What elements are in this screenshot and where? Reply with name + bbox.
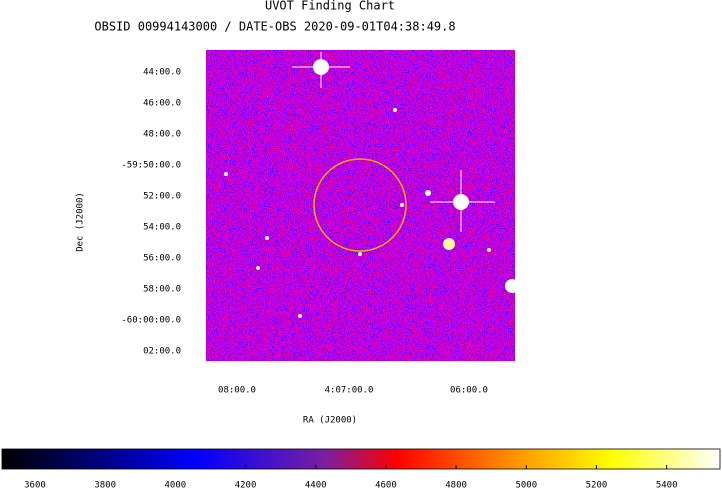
colorbar-tick-label: 5400	[656, 481, 678, 489]
y-tick-label: -60:00:00.0	[121, 316, 181, 326]
y-tick-label: 58:00.0	[143, 285, 181, 295]
colorbar-tick-label: 4800	[445, 481, 467, 489]
colorbar-tick-label: 3600	[24, 481, 46, 489]
y-tick-label: 46:00.0	[143, 99, 181, 109]
y-tick-label: 54:00.0	[143, 223, 181, 233]
colorbar-tick-label: 5200	[586, 481, 608, 489]
x-tick-label: 08:00.0	[218, 386, 256, 396]
y-tick-label: 44:00.0	[143, 68, 181, 78]
colorbar-tick-label: 4400	[305, 481, 327, 489]
y-tick-label: -59:50:00.0	[121, 161, 181, 171]
y-tick-label: 02:00.0	[143, 347, 181, 357]
colorbar-tick-label: 4200	[235, 481, 257, 489]
y-tick-label: 52:00.0	[143, 192, 181, 202]
y-tick-label: 56:00.0	[143, 254, 181, 264]
subtitle: OBSID 00994143000 / DATE-OBS 2020-09-01T…	[94, 20, 455, 34]
y-axis-label: Dec (J2000)	[76, 192, 86, 252]
y-tick-label: 48:00.0	[143, 130, 181, 140]
image-noise	[206, 50, 515, 361]
title: UVOT Finding Chart	[265, 0, 395, 13]
colorbar-tick-label: 3800	[94, 481, 116, 489]
sky-image	[206, 50, 519, 361]
stars	[224, 52, 519, 318]
colorbar-tick-label: 4600	[375, 481, 397, 489]
x-tick-label: 4:07:00.0	[325, 386, 374, 396]
source-region	[313, 158, 407, 252]
colorbar-tick-label: 5000	[515, 481, 537, 489]
x-tick-label: 06:00.0	[450, 386, 488, 396]
x-axis-label: RA (J2000)	[303, 416, 357, 426]
colorbar-tick-label: 4000	[165, 481, 187, 489]
colorbar	[1, 448, 721, 470]
